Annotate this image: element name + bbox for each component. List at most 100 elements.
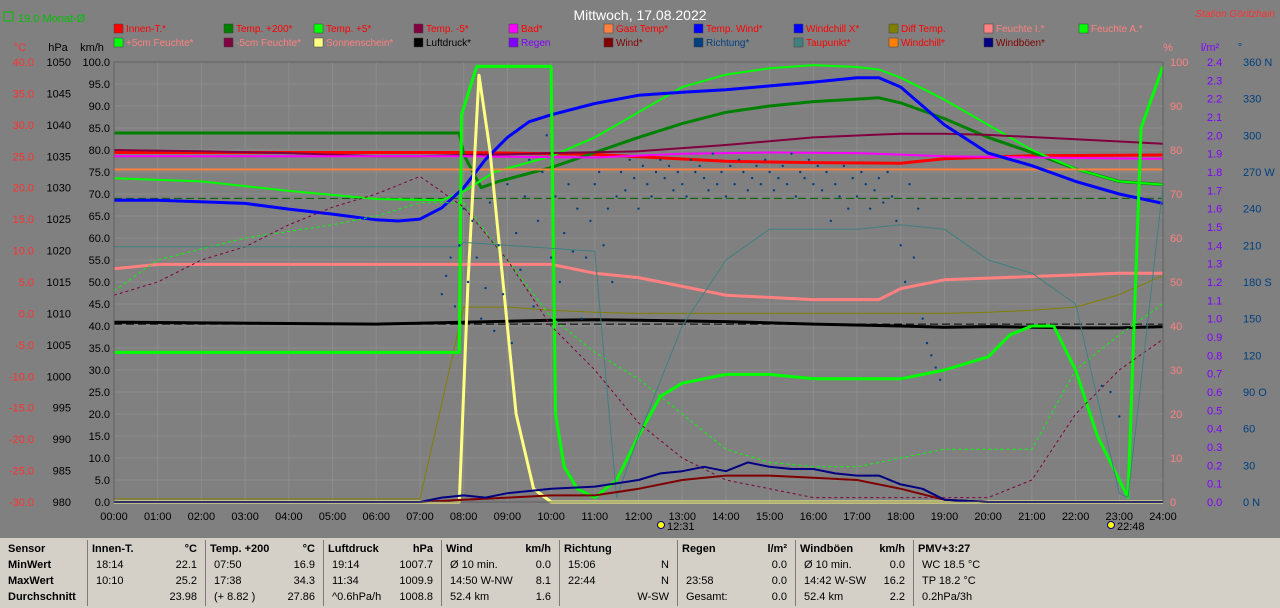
series-layer [113, 64, 1165, 504]
lm2-tick: 1.1 [1207, 295, 1222, 307]
direction-point [851, 176, 854, 180]
lm2-tick: 1.0 [1207, 314, 1222, 326]
direction-point [733, 183, 736, 186]
direction-point [571, 250, 575, 253]
time-tick: 22:00 [1062, 511, 1090, 523]
kmh-tick: 50.0 [89, 277, 110, 289]
time-tick: 02:00 [188, 511, 216, 523]
stats-value: N [661, 575, 669, 587]
legend-label[interactable]: Sonnenschein* [326, 38, 393, 49]
percent-tick: 90 [1170, 101, 1182, 113]
legend-swatch [113, 23, 124, 34]
hpa-tick: 1020 [47, 246, 71, 258]
stats-label: 07:50 [214, 559, 242, 571]
direction-point [589, 219, 592, 223]
legend-label[interactable]: Feuchte I.* [996, 24, 1044, 35]
legend-label[interactable]: Gast Temp* [616, 24, 668, 35]
celsius-tick: 15.0 [13, 214, 34, 226]
stats-value: 0.0 [771, 575, 787, 587]
stats-value: W-SW [637, 591, 669, 603]
direction-point [694, 170, 697, 174]
kmh-tick: 65.0 [89, 211, 110, 223]
monthly-avg-icon[interactable] [3, 11, 14, 22]
direction-point [750, 176, 754, 180]
direction-point [624, 189, 627, 192]
direction-point [790, 152, 793, 155]
direction-point [663, 176, 666, 180]
stats-value: 0.0 [771, 559, 787, 571]
legend-label[interactable]: Regen [521, 38, 550, 49]
direction-point [632, 176, 636, 180]
percent-tick: 30 [1170, 365, 1182, 377]
direction-point [628, 158, 631, 161]
stats-col-unit: hPa [412, 543, 433, 555]
monthly-avg-label[interactable]: 19.0 Monat-Ø [18, 13, 86, 25]
kmh-tick: 40.0 [89, 321, 110, 333]
legend-swatch [888, 37, 899, 48]
sunset-time: 22:48 [1117, 521, 1145, 533]
direction-point [864, 183, 867, 186]
direction-point [528, 158, 531, 161]
kmh-tick: 0.0 [95, 497, 110, 509]
legend-label[interactable]: Windchill* [901, 38, 945, 49]
direction-point [514, 231, 518, 235]
direction-point [707, 189, 710, 192]
lm2-tick: 0.5 [1207, 405, 1222, 417]
celsius-tick: 30.0 [13, 120, 34, 132]
direction-point [737, 158, 741, 161]
direction-point [724, 195, 728, 198]
legend-swatch [413, 37, 424, 48]
axis-unit-lm2: l/m² [1201, 42, 1220, 54]
legend-label[interactable]: Windchill X* [806, 24, 859, 35]
stats-col-title: Wind [446, 543, 473, 555]
lm2-tick: 0.7 [1207, 369, 1222, 381]
direction-point [825, 170, 828, 174]
series-line-17 [114, 461, 1163, 503]
legend-label[interactable]: Temp. Wind* [706, 24, 763, 35]
legend-label[interactable]: Innen-T.* [126, 24, 166, 35]
celsius-tick: 5.0 [19, 277, 34, 289]
legend-swatch [793, 23, 804, 34]
legend-label[interactable]: -5cm Feuchte* [236, 38, 301, 49]
legend-swatch [693, 23, 704, 34]
direction-point [685, 195, 688, 198]
legend-label[interactable]: +5cm Feuchte* [126, 38, 194, 49]
legend-label[interactable]: Windböen* [996, 38, 1045, 49]
kmh-tick: 75.0 [89, 167, 110, 179]
stats-col-unit: °C [184, 543, 197, 555]
legend-label[interactable]: Richtung* [706, 38, 749, 49]
stats-label: 11:34 [332, 575, 359, 587]
hpa-tick: 985 [53, 466, 71, 478]
celsius-tick: 35.0 [13, 88, 34, 100]
direction-point [549, 256, 553, 259]
direction-point [838, 195, 841, 198]
kmh-tick: 45.0 [89, 299, 110, 311]
stats-label: 17:38 [214, 575, 242, 587]
legend-label[interactable]: Wind* [616, 38, 643, 49]
legend-swatch [313, 23, 324, 34]
lm2-tick: 0.2 [1207, 460, 1222, 472]
station-name: Station Göritzhain [1196, 9, 1276, 20]
series-line-6 [114, 76, 1164, 223]
percent-tick: 80 [1170, 145, 1182, 157]
direction-point [742, 170, 745, 174]
stats-separator [913, 540, 914, 606]
stats-value: 2.2 [889, 591, 905, 603]
direction-point [829, 219, 833, 223]
legend-label[interactable]: Temp. +5* [326, 24, 371, 35]
time-tick: 11:00 [581, 511, 608, 523]
legend-label[interactable]: Temp. +200* [236, 24, 293, 35]
direction-point [462, 207, 465, 210]
direction-point [475, 256, 478, 259]
legend-label[interactable]: Feuchte A.* [1091, 24, 1143, 35]
statistics-panel: Sensor MinWert MaxWert Durchschnitt Innen-T.… [0, 538, 1280, 608]
legend-label[interactable]: Luftdruck* [426, 38, 471, 49]
celsius-tick: -10.0 [9, 371, 34, 383]
lm2-tick: 0.0 [1207, 497, 1222, 509]
legend-label[interactable]: Temp. -5* [426, 24, 469, 35]
legend-label[interactable]: Bad* [521, 24, 543, 35]
deg-tick: 120 [1243, 350, 1261, 362]
legend-label[interactable]: Diff Temp. [901, 24, 946, 35]
hpa-tick: 1005 [47, 340, 71, 352]
legend-label[interactable]: Taupunkt* [806, 38, 851, 49]
